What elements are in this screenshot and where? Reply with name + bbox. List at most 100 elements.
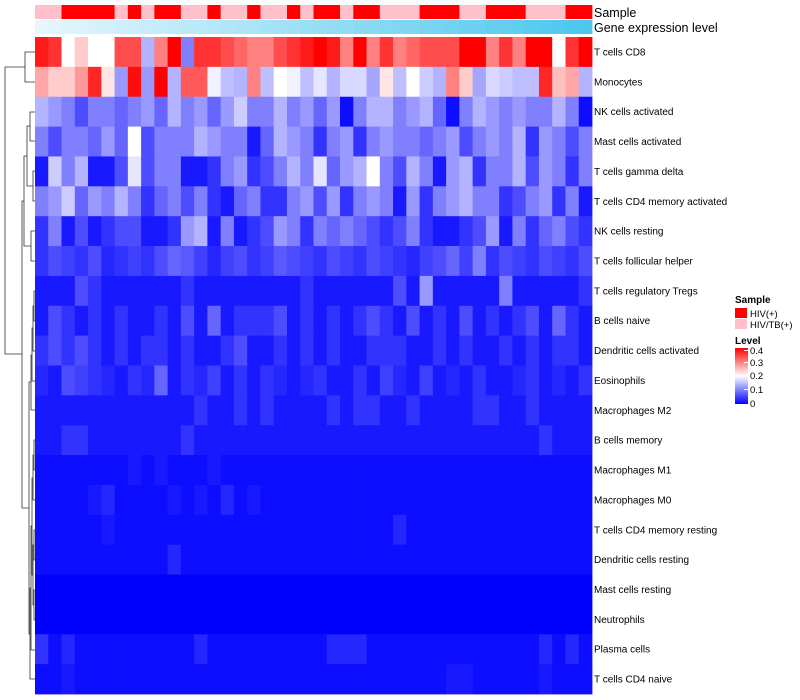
heatmap-cell: [167, 126, 182, 157]
heatmap-cell: [220, 455, 235, 486]
heatmap-cell: [35, 66, 49, 98]
level-tick-label: 0.1: [750, 385, 763, 396]
heatmap-cell: [432, 335, 447, 366]
heatmap-cell: [35, 37, 49, 68]
heatmap-cell: [260, 37, 275, 68]
heatmap-cell: [313, 365, 328, 396]
heatmap-cell: [194, 664, 208, 695]
heatmap-cell: [35, 604, 49, 635]
heatmap-cell: [446, 126, 460, 157]
heatmap-cell: [419, 305, 434, 337]
heatmap-cell: [406, 37, 420, 68]
row-label: B cells memory: [594, 436, 662, 447]
heatmap-cell: [578, 66, 593, 98]
heatmap-cell: [446, 335, 460, 366]
heatmap-cell: [499, 395, 513, 426]
heatmap-cell: [578, 365, 593, 396]
heatmap-cell: [141, 425, 155, 456]
heatmap-cell: [472, 544, 487, 575]
heatmap-cell: [538, 335, 553, 366]
heatmap-cell: [353, 335, 367, 366]
level-tick-mark: [744, 350, 748, 351]
heatmap-cell: [393, 186, 407, 217]
heatmap-cell: [260, 126, 275, 157]
heatmap-cell: [565, 335, 580, 366]
heatmap-cell: [552, 246, 566, 277]
heatmap-cell: [141, 156, 155, 187]
sample-annotation-cell: [432, 5, 447, 19]
heatmap-cell: [207, 335, 222, 366]
heatmap-cell: [525, 335, 540, 366]
heatmap-cell: [61, 664, 76, 695]
heatmap-cell: [167, 365, 182, 396]
heatmap-cell: [48, 305, 62, 337]
heatmap-cell: [141, 37, 155, 68]
row-label: Plasma cells: [594, 645, 650, 656]
heatmap-cell: [499, 484, 513, 516]
heatmap-cell: [419, 246, 434, 277]
heatmap-cell: [525, 514, 540, 546]
heatmap-cell: [499, 156, 513, 187]
heatmap-cell: [273, 455, 288, 486]
sample-annotation-cell: [340, 5, 354, 19]
heatmap-cell: [127, 514, 142, 546]
heatmap-cell: [180, 246, 195, 277]
heatmap-cell: [114, 216, 129, 247]
heatmap-cell: [485, 574, 500, 605]
heatmap-cell: [499, 126, 513, 157]
heatmap-cell: [101, 395, 115, 426]
heatmap-cell: [61, 246, 76, 277]
heatmap-cell: [273, 544, 288, 575]
heatmap-cell: [220, 275, 235, 307]
heatmap-cell: [512, 305, 527, 337]
heatmap-cell: [459, 544, 474, 575]
heatmap-cell: [393, 604, 407, 635]
heatmap-cell: [300, 365, 314, 396]
heatmap-cell: [88, 574, 102, 605]
sample-annotation-cell: [247, 5, 261, 19]
heatmap-cell: [260, 425, 275, 456]
heatmap-cell: [233, 484, 248, 516]
heatmap-cell: [485, 514, 500, 546]
heatmap-cell: [406, 186, 420, 217]
expression-annotation-cell: [300, 20, 314, 34]
heatmap-cell: [419, 156, 434, 187]
heatmap-cell: [578, 96, 593, 127]
heatmap-cell: [286, 37, 301, 68]
heatmap-cell: [180, 365, 195, 396]
heatmap-cell: [207, 186, 222, 217]
heatmap-cell: [74, 156, 89, 187]
expression-annotation-cell: [88, 20, 102, 34]
heatmap-cell: [406, 395, 420, 426]
heatmap-cell: [340, 365, 354, 396]
heatmap-cell: [393, 156, 407, 187]
heatmap-cell: [141, 395, 155, 426]
heatmap-cell: [74, 634, 89, 665]
heatmap-cell: [340, 425, 354, 456]
heatmap-cell: [512, 96, 527, 127]
legend-level-title: Level: [735, 336, 761, 347]
heatmap-cell: [207, 305, 222, 337]
heatmap-cell: [154, 484, 169, 516]
heatmap-cell: [207, 365, 222, 396]
heatmap-cell: [525, 365, 540, 396]
heatmap-cell: [340, 664, 354, 695]
heatmap-cell: [366, 604, 381, 635]
heatmap-cell: [247, 574, 261, 605]
heatmap-cell: [313, 126, 328, 157]
heatmap-cell: [194, 395, 208, 426]
heatmap-cell: [578, 514, 593, 546]
heatmap-cell: [326, 186, 341, 217]
heatmap-cell: [538, 664, 553, 695]
heatmap-cell: [326, 246, 341, 277]
heatmap-cell: [512, 37, 527, 68]
heatmap-cell: [565, 484, 580, 516]
heatmap-cell: [485, 484, 500, 516]
heatmap-cell: [499, 216, 513, 247]
heatmap-cell: [446, 66, 460, 98]
heatmap-cell: [127, 156, 142, 187]
heatmap-cell: [220, 484, 235, 516]
heatmap-cell: [432, 455, 447, 486]
heatmap-cell: [525, 395, 540, 426]
heatmap-cell: [419, 455, 434, 486]
